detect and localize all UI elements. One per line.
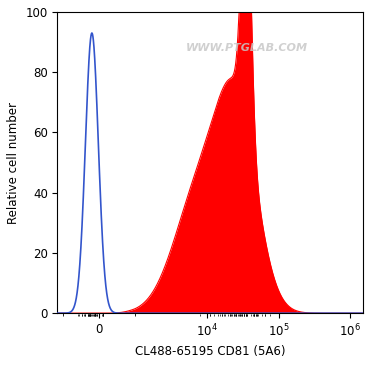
Y-axis label: Relative cell number: Relative cell number [7,101,20,223]
X-axis label: CL488-65195 CD81 (5A6): CL488-65195 CD81 (5A6) [135,345,286,358]
Text: WWW.PTGLAB.COM: WWW.PTGLAB.COM [186,43,308,53]
